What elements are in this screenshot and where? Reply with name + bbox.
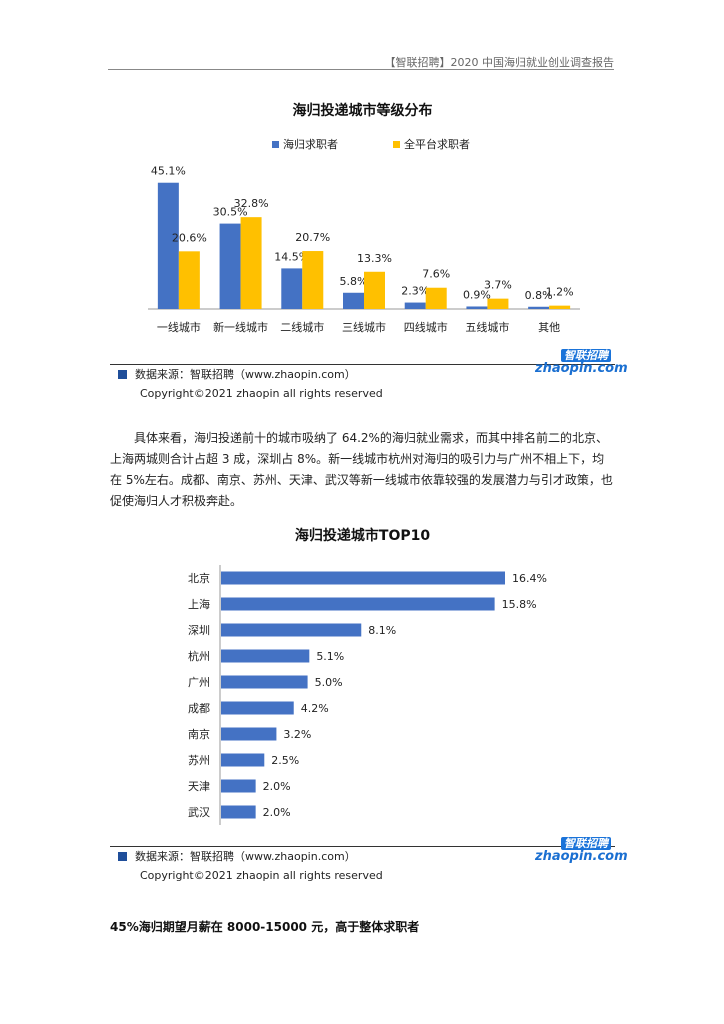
bar-city — [221, 571, 505, 585]
city-tier-bar-chart: 45.1% 20.6% 一线城市 30.5%32.8% 新一线城市 14.5% 20.7% 二… — [148, 165, 580, 334]
data-label: 30.5% — [213, 206, 248, 219]
data-label: 20.6% — [172, 231, 207, 244]
bar-city — [221, 649, 310, 663]
category-label: 杭州 — [188, 649, 210, 663]
bar-platform — [302, 251, 324, 309]
bar-city — [221, 597, 495, 611]
bar-city — [221, 623, 362, 637]
data-label: 45.1% — [151, 165, 186, 178]
data-label: 14.5% — [274, 250, 309, 263]
data-label: 20.7% — [295, 231, 330, 244]
category-label: 武汉 — [188, 806, 210, 819]
data-label: 3.7% — [484, 279, 512, 292]
chart1-legend-blue: 海归求职者 — [272, 136, 338, 152]
data-label: 0.8% — [525, 289, 553, 302]
category-label: 四线城市 — [404, 320, 448, 334]
header-divider — [108, 69, 614, 70]
category-label: 北京 — [188, 571, 210, 585]
bar-platform — [425, 287, 447, 309]
data-label: 2.0% — [263, 806, 291, 819]
source-divider-1 — [110, 364, 615, 365]
copyright-1: Copyright©2021 zhaopin all rights reserv… — [140, 387, 383, 400]
body-paragraph: 具体来看，海归投递前十的城市吸纳了 64.2%的海归就业需求，而其中排名前二的北… — [110, 431, 613, 508]
chart1-title: 海归投递城市等级分布 — [292, 103, 433, 119]
data-label: 32.8% — [234, 197, 269, 210]
legend-swatch-blue — [272, 140, 279, 148]
category-label: 成都 — [188, 702, 210, 715]
bar-platform — [178, 251, 200, 309]
zhaopin-logo-2: 智联招聘 zhaopin.com — [535, 837, 628, 863]
bar-platform — [240, 217, 262, 309]
data-source-2: 数据来源：智联招聘（www.zhaopin.com） — [118, 848, 356, 864]
data-label: 5.8% — [340, 275, 368, 288]
source-divider-2 — [110, 846, 615, 847]
category-label: 新一线城市 — [213, 320, 268, 334]
category-label: 南京 — [188, 727, 210, 741]
top10-city-bar-chart: 北京 16.4% 上海 15.8% 深圳 8.1% 杭州 5.1% 广州 5.0% 成都 4.2% 南京… — [188, 565, 547, 825]
bar-city — [221, 675, 308, 689]
bar-returnee — [343, 292, 364, 309]
source-bullet-icon — [118, 369, 127, 379]
category-label: 三线城市 — [342, 320, 386, 334]
logo-cn: 智联招聘 — [561, 837, 611, 850]
bar-city — [221, 779, 256, 793]
bar-city — [221, 701, 294, 715]
data-label: 1.2% — [546, 286, 574, 299]
data-label: 2.0% — [263, 780, 291, 793]
chart2-title: 海归投递城市TOP10 — [294, 528, 431, 544]
bar-returnee — [404, 302, 426, 309]
data-label: 7.6% — [422, 268, 450, 281]
category-label: 上海 — [188, 597, 210, 611]
data-label: 5.0% — [315, 676, 343, 689]
report-header: 【智联招聘】2020 中国海归就业创业调查报告 — [384, 56, 615, 69]
copyright-2: Copyright©2021 zhaopin all rights reserv… — [140, 869, 383, 882]
source-text: 数据来源：智联招聘（www.zhaopin.com） — [135, 368, 356, 381]
section-heading: 45%海归期望月薪在 8000-15000 元，高于整体求职者 — [110, 920, 420, 934]
bar-platform — [549, 305, 571, 309]
category-label: 五线城市 — [465, 320, 509, 334]
bar-city — [221, 753, 265, 767]
chart1-legend-yellow: 全平台求职者 — [393, 136, 470, 152]
data-label: 15.8% — [502, 598, 537, 611]
data-source-1: 数据来源：智联招聘（www.zhaopin.com） — [118, 366, 356, 382]
data-label: 4.2% — [301, 702, 329, 715]
data-label: 8.1% — [368, 624, 396, 637]
data-label: 3.2% — [283, 728, 311, 741]
data-label: 2.3% — [401, 285, 429, 298]
category-label: 其他 — [538, 321, 560, 334]
data-label: 0.9% — [463, 288, 491, 301]
category-label: 深圳 — [188, 624, 210, 637]
bar-platform — [487, 298, 509, 309]
legend-label-blue: 海归求职者 — [283, 138, 338, 151]
category-label: 苏州 — [188, 754, 210, 767]
category-label: 广州 — [188, 676, 210, 689]
data-label: 2.5% — [271, 754, 299, 767]
bar-returnee — [157, 182, 179, 309]
legend-label-yellow: 全平台求职者 — [404, 138, 470, 151]
category-label: 一线城市 — [157, 320, 201, 334]
bar-city — [221, 727, 277, 741]
bar-returnee — [219, 223, 241, 309]
source-text: 数据来源：智联招聘（www.zhaopin.com） — [135, 850, 356, 863]
bar-city — [221, 805, 256, 819]
category-label: 二线城市 — [280, 320, 324, 334]
logo-en: zhaopin.com — [535, 361, 628, 376]
zhaopin-logo-1: 智联招聘 zhaopin.com — [535, 349, 628, 375]
source-bullet-icon — [118, 851, 127, 861]
bar-returnee — [281, 268, 303, 309]
logo-en: zhaopin.com — [535, 849, 628, 864]
data-label: 13.3% — [357, 252, 392, 265]
bar-platform — [364, 271, 385, 309]
logo-cn: 智联招聘 — [561, 349, 611, 362]
bar-returnee — [466, 306, 488, 309]
category-label: 天津 — [188, 780, 210, 793]
data-label: 5.1% — [316, 650, 344, 663]
bar-returnee — [528, 306, 550, 309]
data-label: 16.4% — [512, 572, 547, 585]
legend-swatch-yellow — [393, 140, 400, 148]
